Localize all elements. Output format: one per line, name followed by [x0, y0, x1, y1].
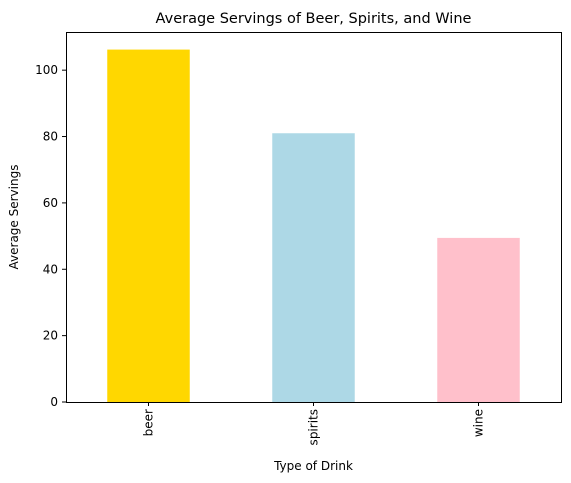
x-tick-label-beer: beer [142, 409, 156, 436]
x-axis-ticks: beer spirits wine [142, 402, 486, 445]
bar-spirits [272, 133, 355, 402]
bar-beer [107, 49, 190, 403]
y-tick-label: 20 [43, 329, 58, 343]
y-axis-ticks: 0 20 40 60 80 100 [35, 63, 66, 409]
plot-frame [66, 32, 562, 403]
x-tick-label-spirits: spirits [307, 409, 321, 445]
y-tick-label: 40 [43, 262, 58, 276]
y-tick-label: 80 [43, 130, 58, 144]
chart-title: Average Servings of Beer, Spirits, and W… [156, 11, 472, 27]
x-tick-label-wine: wine [472, 409, 486, 437]
y-tick-label: 0 [50, 395, 58, 409]
bar-wine [437, 237, 520, 402]
bars-layer [107, 49, 520, 403]
y-tick-label: 100 [35, 63, 58, 77]
x-axis-title: Type of Drink [273, 459, 353, 473]
y-tick-label: 60 [43, 196, 58, 210]
y-axis-title: Average Servings [7, 165, 21, 270]
